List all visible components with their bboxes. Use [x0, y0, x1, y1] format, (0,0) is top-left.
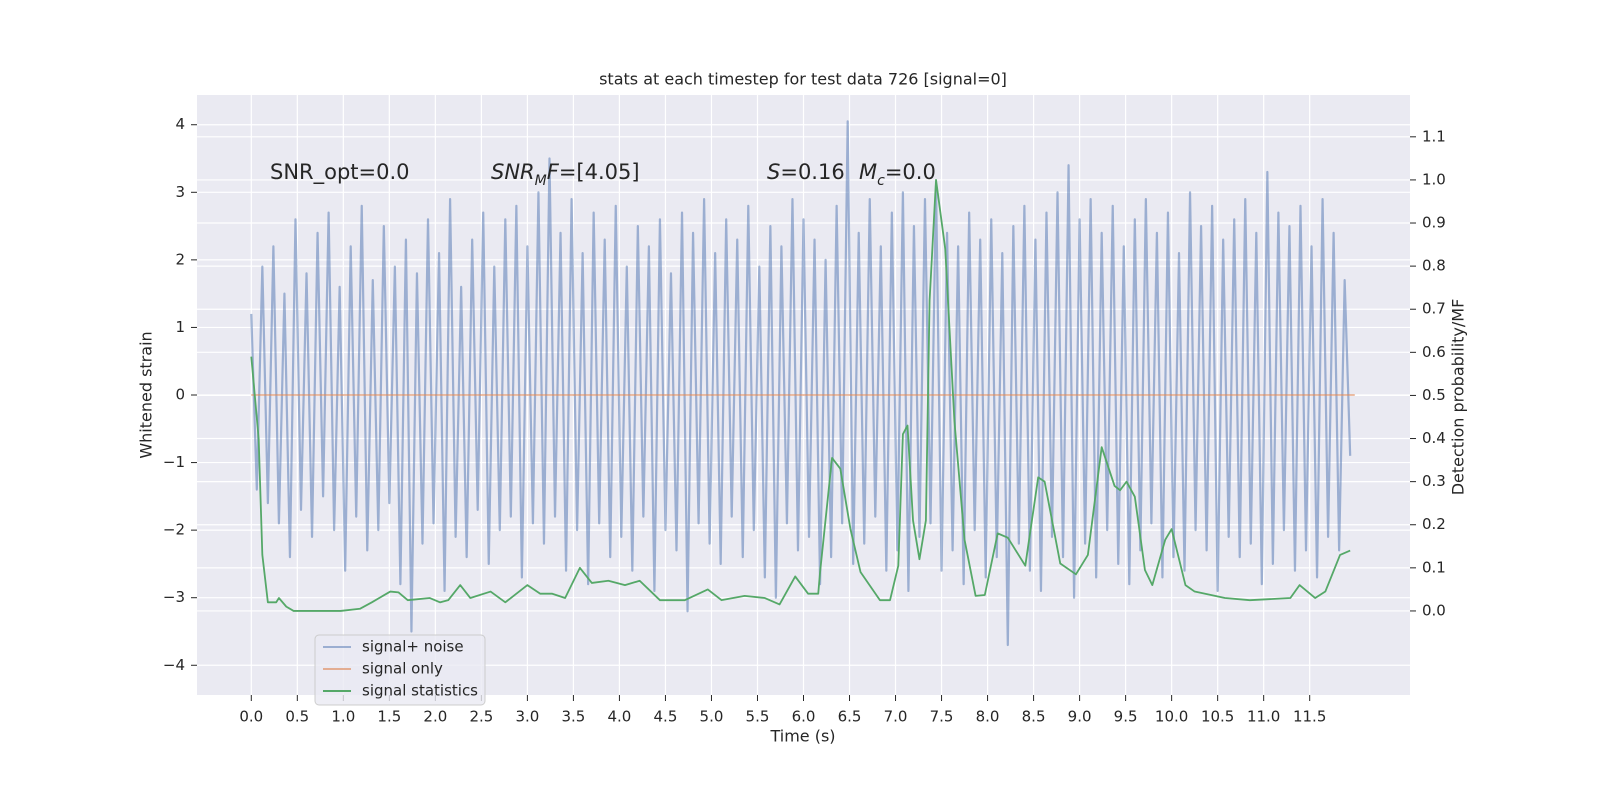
x-tick-label: 0.0 [239, 708, 263, 726]
annotation-part: M [535, 173, 547, 189]
y-tick-label: 1 [175, 318, 185, 336]
marks [250, 120, 1355, 647]
x-tick-label: 2.0 [423, 708, 447, 726]
y-tick-label: −1 [163, 453, 185, 471]
annotation-part: SNR_opt=0.0 [270, 160, 410, 185]
x-tick-label: 6.0 [792, 708, 816, 726]
y-tick-label: 0 [175, 386, 185, 404]
x-axis-label: Time (s) [769, 727, 835, 746]
annotation: Mc=0.0 [859, 160, 936, 189]
x-tick-label: 11.5 [1293, 708, 1326, 726]
annotation-part: SNR [491, 160, 535, 184]
annotations: SNR_opt=0.0 SNRMF=[4.05] S=0.16 Mc=0.0 [270, 160, 936, 189]
y2-tick-label: 0.4 [1422, 429, 1446, 447]
y2-tick-label: 1.1 [1422, 127, 1446, 145]
y2-tick-label: 0.0 [1422, 601, 1446, 619]
x-tick-label: 7.0 [884, 708, 908, 726]
x-tick-label: 5.5 [746, 708, 770, 726]
y-tick-label: −3 [163, 588, 185, 606]
y2-tick-label: 0.7 [1422, 300, 1446, 318]
legend-label: signal statistics [362, 682, 478, 700]
series-line [250, 120, 1352, 647]
y-tick-label: 2 [175, 250, 185, 268]
y2-tick-label: 0.9 [1422, 214, 1446, 232]
axes: 0.0 0.5 1.0 1.5 2.0 2.5 3.0 3.5 4.0 4.5 5.0 5.5 6.0 6… [163, 115, 1446, 725]
y2-tick-label: 0.1 [1422, 558, 1446, 576]
x-tick-label: 9.5 [1114, 708, 1138, 726]
annotation-part: c [877, 173, 885, 189]
annotation-part: =[4.05] [559, 160, 640, 184]
y-axis-label: Whitened strain [137, 331, 156, 458]
x-tick-label: 8.5 [1022, 708, 1046, 726]
y2-tick-label: 0.3 [1422, 472, 1446, 490]
y2-tick-label: 0.2 [1422, 515, 1446, 533]
x-tick-label: 11.0 [1247, 708, 1280, 726]
annotation-part: =0.0 [885, 160, 936, 184]
y-tick-label: 4 [175, 115, 185, 133]
annotation-part: F [547, 160, 560, 184]
annotation-part: =0.16 [780, 160, 844, 184]
y-tick-label: 3 [175, 183, 185, 201]
x-tick-label: 5.0 [700, 708, 724, 726]
x-tick-label: 3.0 [515, 708, 539, 726]
legend-label: signal+ noise [362, 638, 464, 656]
series-line [250, 179, 1351, 612]
legend: signal+ noise signal only signal statistic… [314, 634, 486, 706]
annotation: S=0.16 [767, 160, 845, 184]
x-tick-label: 1.0 [331, 708, 355, 726]
chart-title: stats at each timestep for test data 726… [599, 70, 1007, 89]
x-tick-label: 0.5 [285, 708, 309, 726]
legend-label: signal only [362, 660, 443, 678]
annotation-part: S [767, 160, 780, 184]
annotation-part: M [859, 160, 877, 184]
x-tick-label: 4.0 [608, 708, 632, 726]
y2-tick-label: 0.8 [1422, 257, 1446, 275]
x-tick-label: 2.5 [469, 708, 493, 726]
x-tick-label: 4.5 [654, 708, 678, 726]
x-tick-label: 3.5 [561, 708, 585, 726]
x-tick-label: 10.5 [1201, 708, 1234, 726]
y-tick-label: −4 [163, 656, 185, 674]
x-tick-label: 6.5 [838, 708, 862, 726]
y2-tick-label: 1.0 [1422, 170, 1446, 188]
annotation: SNR_opt=0.0 [270, 160, 410, 185]
x-tick-label: 1.5 [377, 708, 401, 726]
x-tick-label: 7.5 [930, 708, 954, 726]
legend-box [314, 634, 486, 706]
x-tick-label: 8.0 [976, 708, 1000, 726]
x-tick-label: 9.0 [1068, 708, 1092, 726]
y2-axis-label: Detection probability/MF [1449, 299, 1468, 496]
annotation: SNRMF=[4.05] [491, 160, 640, 189]
y2-tick-label: 0.6 [1422, 343, 1446, 361]
y-tick-label: −2 [163, 521, 185, 539]
y2-tick-label: 0.5 [1422, 386, 1446, 404]
x-tick-label: 10.0 [1155, 708, 1188, 726]
